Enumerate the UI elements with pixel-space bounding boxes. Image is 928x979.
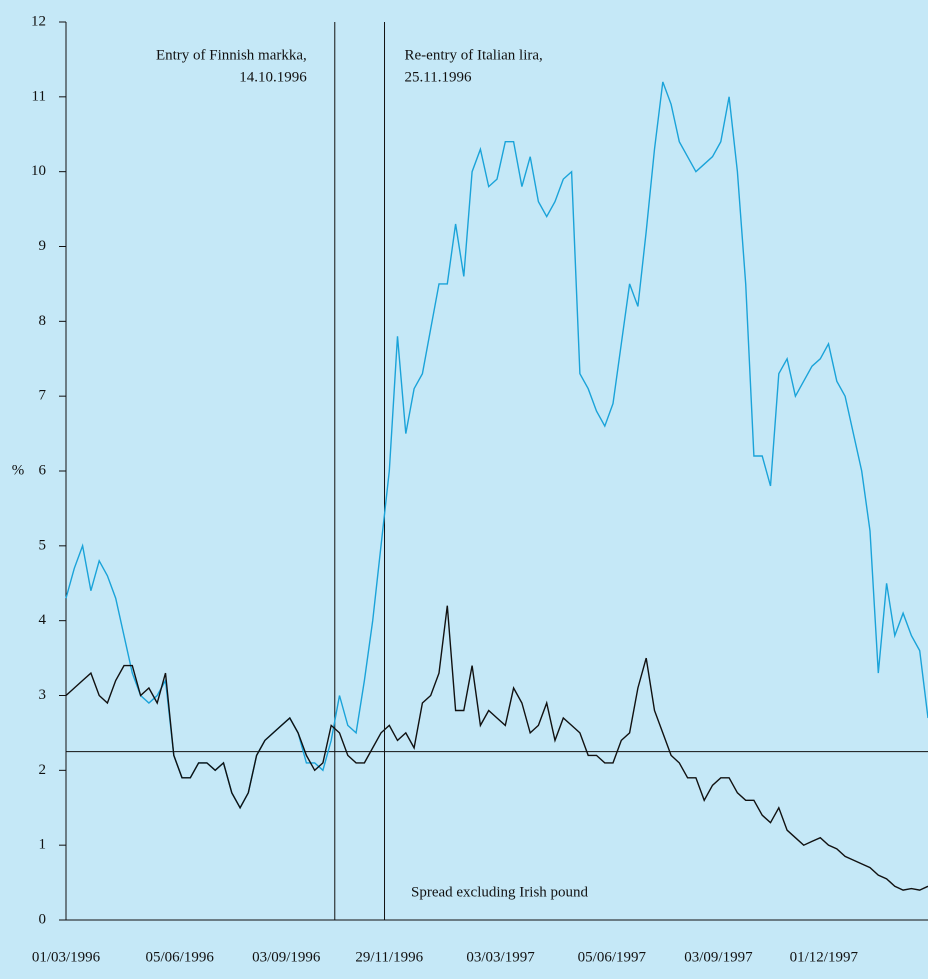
x-tick-label: 01/03/1996 xyxy=(32,949,101,965)
y-tick-label: 7 xyxy=(39,388,47,404)
event-label: 14.10.1996 xyxy=(239,69,307,85)
event-label: Entry of Finnish markka, xyxy=(156,47,307,63)
note: Spread excluding Irish pound xyxy=(411,884,589,900)
x-tick-label: 29/11/1996 xyxy=(355,949,423,965)
event-label: 25.11.1996 xyxy=(405,69,472,85)
y-tick-label: 4 xyxy=(39,612,47,628)
series-line xyxy=(65,605,928,891)
y-tick-label: 10 xyxy=(31,163,46,179)
y-tick-label: 11 xyxy=(32,88,46,104)
event-label: Re-entry of Italian lira, xyxy=(405,47,543,63)
y-tick-label: 8 xyxy=(39,313,47,329)
y-axis-label: % xyxy=(12,462,25,478)
y-tick-label: 0 xyxy=(39,911,47,927)
y-tick-label: 5 xyxy=(39,537,47,553)
y-tick-label: 12 xyxy=(31,13,46,29)
x-tick-label: 05/06/1997 xyxy=(578,949,647,965)
y-tick-label: 3 xyxy=(39,687,47,703)
x-tick-label: 03/09/1996 xyxy=(252,949,321,965)
y-tick-label: 2 xyxy=(39,762,47,778)
y-tick-label: 6 xyxy=(39,462,47,478)
y-tick-label: 1 xyxy=(39,837,47,853)
y-tick-label: 9 xyxy=(39,238,47,254)
x-tick-label: 05/06/1996 xyxy=(145,949,214,965)
x-tick-label: 03/09/1997 xyxy=(684,949,753,965)
x-tick-label: 01/12/1997 xyxy=(790,949,859,965)
x-tick-label: 03/03/1997 xyxy=(466,949,535,965)
